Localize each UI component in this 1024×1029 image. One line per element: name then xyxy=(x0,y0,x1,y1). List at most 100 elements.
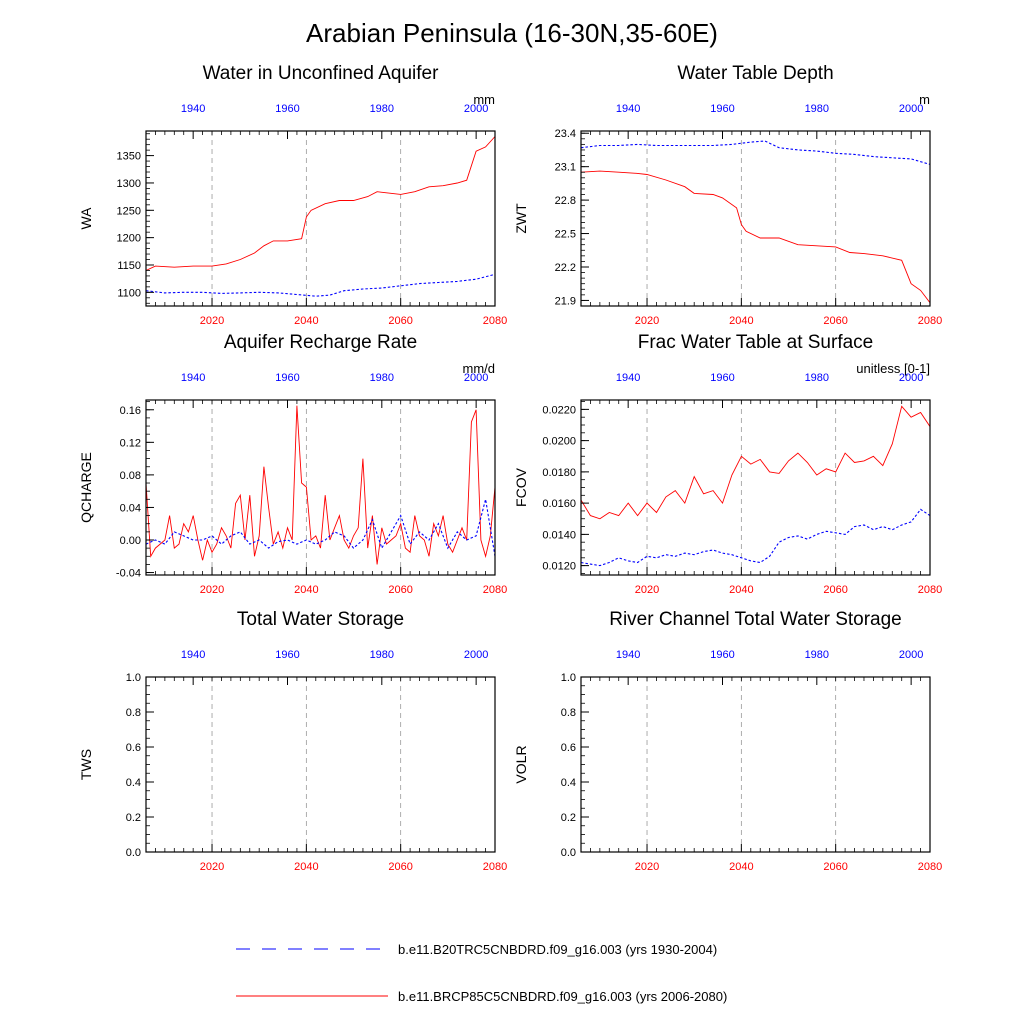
plot-frame xyxy=(580,130,931,307)
y-tick-label: 1.0 xyxy=(561,672,576,684)
y-tick-label: 0.8 xyxy=(126,707,141,719)
legend-label: b.e11.BRCP85C5CNBDRD.f09_g16.003 (yrs 20… xyxy=(398,989,727,1004)
y-tick-label: 0.12 xyxy=(120,437,141,449)
x-bottom-tick-label: 2060 xyxy=(388,861,412,873)
x-bottom-tick-label: 2080 xyxy=(918,861,942,873)
x-bottom-tick-label: 2060 xyxy=(823,584,847,596)
y-axis-label: VOLR xyxy=(513,745,529,783)
chart-panel-1: Water in Unconfined Aquifer mm WA 1100 1150 1… xyxy=(78,63,507,327)
y-axis-label: TWS xyxy=(78,749,94,780)
x-top-tick-label: 1960 xyxy=(275,372,299,384)
y-axis-label: ZWT xyxy=(513,203,529,234)
chart-title: Frac Water Table at Surface xyxy=(638,332,874,353)
x-bottom-tick-label: 2080 xyxy=(918,584,942,596)
chart-panel-2: Water Table Depth m ZWT 21.9 22.2 22.5 22.8 23.… xyxy=(513,63,942,327)
y-tick-label: 0.0 xyxy=(561,847,576,859)
historical-series-line xyxy=(581,508,930,567)
y-tick-label: 1300 xyxy=(117,178,141,190)
x-bottom-tick-label: 2020 xyxy=(200,584,224,596)
y-tick-label: 23.4 xyxy=(555,128,576,140)
y-tick-label: 1150 xyxy=(117,260,141,272)
legend: b.e11.B20TRC5CNBDRD.f09_g16.003 (yrs 193… xyxy=(236,942,727,1004)
panels: Water in Unconfined Aquifer mm WA 1100 1150 1… xyxy=(78,63,942,873)
future-series-line xyxy=(581,170,930,303)
plot-frame xyxy=(145,130,496,307)
y-tick-label: 0.00 xyxy=(120,535,141,547)
y-tick-label: 0.0180 xyxy=(542,467,576,479)
y-tick-label: 0.4 xyxy=(561,777,576,789)
y-tick-label: 0.2 xyxy=(126,812,141,824)
plot-frame xyxy=(145,676,496,853)
y-tick-label: 0.0140 xyxy=(542,529,576,541)
y-axis-label: FCOV xyxy=(513,467,529,507)
y-tick-label: 0.0220 xyxy=(542,404,576,416)
x-top-tick-label: 2000 xyxy=(899,103,923,115)
y-axis-label: QCHARGE xyxy=(78,452,94,523)
x-top-tick-label: 1940 xyxy=(616,103,640,115)
y-axis-label: WA xyxy=(78,207,94,230)
y-tick-label: 1250 xyxy=(117,205,141,217)
y-tick-label: 22.2 xyxy=(555,262,576,274)
y-tick-label: 0.04 xyxy=(120,502,141,514)
x-top-tick-label: 1980 xyxy=(805,103,829,115)
units-label: mm/d xyxy=(463,361,496,376)
y-tick-label: 1.0 xyxy=(126,672,141,684)
y-tick-label: 0.4 xyxy=(126,777,141,789)
plot-frame xyxy=(580,676,931,853)
x-top-tick-label: 1980 xyxy=(370,372,394,384)
chart-title: River Channel Total Water Storage xyxy=(609,609,902,630)
legend-item: b.e11.B20TRC5CNBDRD.f09_g16.003 (yrs 193… xyxy=(236,942,717,957)
x-top-tick-label: 1940 xyxy=(181,372,205,384)
x-bottom-tick-label: 2060 xyxy=(823,315,847,327)
y-tick-label: 0.0120 xyxy=(542,561,576,573)
future-series-line xyxy=(146,136,495,271)
x-bottom-tick-label: 2080 xyxy=(483,315,507,327)
x-top-tick-label: 1960 xyxy=(710,103,734,115)
plot-frame xyxy=(580,399,931,576)
x-bottom-tick-label: 2080 xyxy=(483,861,507,873)
chart-title: Water in Unconfined Aquifer xyxy=(203,63,440,84)
x-top-tick-label: 2000 xyxy=(464,649,488,661)
x-bottom-tick-label: 2040 xyxy=(294,861,318,873)
x-top-tick-label: 1980 xyxy=(805,649,829,661)
x-bottom-tick-label: 2080 xyxy=(483,584,507,596)
chart-title: Aquifer Recharge Rate xyxy=(224,332,417,353)
x-bottom-tick-label: 2060 xyxy=(388,584,412,596)
historical-series-line xyxy=(581,140,930,165)
x-top-tick-label: 2000 xyxy=(899,649,923,661)
units-label: mm xyxy=(473,92,495,107)
figure-title: Arabian Peninsula (16-30N,35-60E) xyxy=(306,18,718,48)
x-bottom-tick-label: 2020 xyxy=(635,861,659,873)
plot-frame xyxy=(145,399,496,576)
x-bottom-tick-label: 2060 xyxy=(823,861,847,873)
x-bottom-tick-label: 2040 xyxy=(294,315,318,327)
x-bottom-tick-label: 2040 xyxy=(729,315,753,327)
y-tick-label: 1200 xyxy=(117,233,141,245)
x-top-tick-label: 1960 xyxy=(710,649,734,661)
y-tick-label: 0.08 xyxy=(120,470,141,482)
x-top-tick-label: 2000 xyxy=(464,372,488,384)
x-bottom-tick-label: 2040 xyxy=(729,861,753,873)
x-top-tick-label: 1940 xyxy=(616,372,640,384)
future-series-line xyxy=(146,405,495,565)
chart-title: Water Table Depth xyxy=(677,63,833,84)
legend-label: b.e11.B20TRC5CNBDRD.f09_g16.003 (yrs 193… xyxy=(398,942,717,957)
x-top-tick-label: 1940 xyxy=(616,649,640,661)
y-tick-label: 0.16 xyxy=(120,405,141,417)
x-bottom-tick-label: 2040 xyxy=(294,584,318,596)
y-tick-label: 0.0 xyxy=(126,847,141,859)
x-bottom-tick-label: 2040 xyxy=(729,584,753,596)
x-top-tick-label: 1940 xyxy=(181,103,205,115)
historical-series-line xyxy=(146,273,495,297)
x-bottom-tick-label: 2020 xyxy=(200,315,224,327)
x-top-tick-label: 1980 xyxy=(805,372,829,384)
x-bottom-tick-label: 2020 xyxy=(200,861,224,873)
historical-series-line xyxy=(146,499,495,557)
x-top-tick-label: 1960 xyxy=(275,103,299,115)
y-tick-label: 0.8 xyxy=(561,707,576,719)
x-bottom-tick-label: 2020 xyxy=(635,584,659,596)
x-top-tick-label: 2000 xyxy=(899,372,923,384)
y-tick-label: 0.0160 xyxy=(542,498,576,510)
